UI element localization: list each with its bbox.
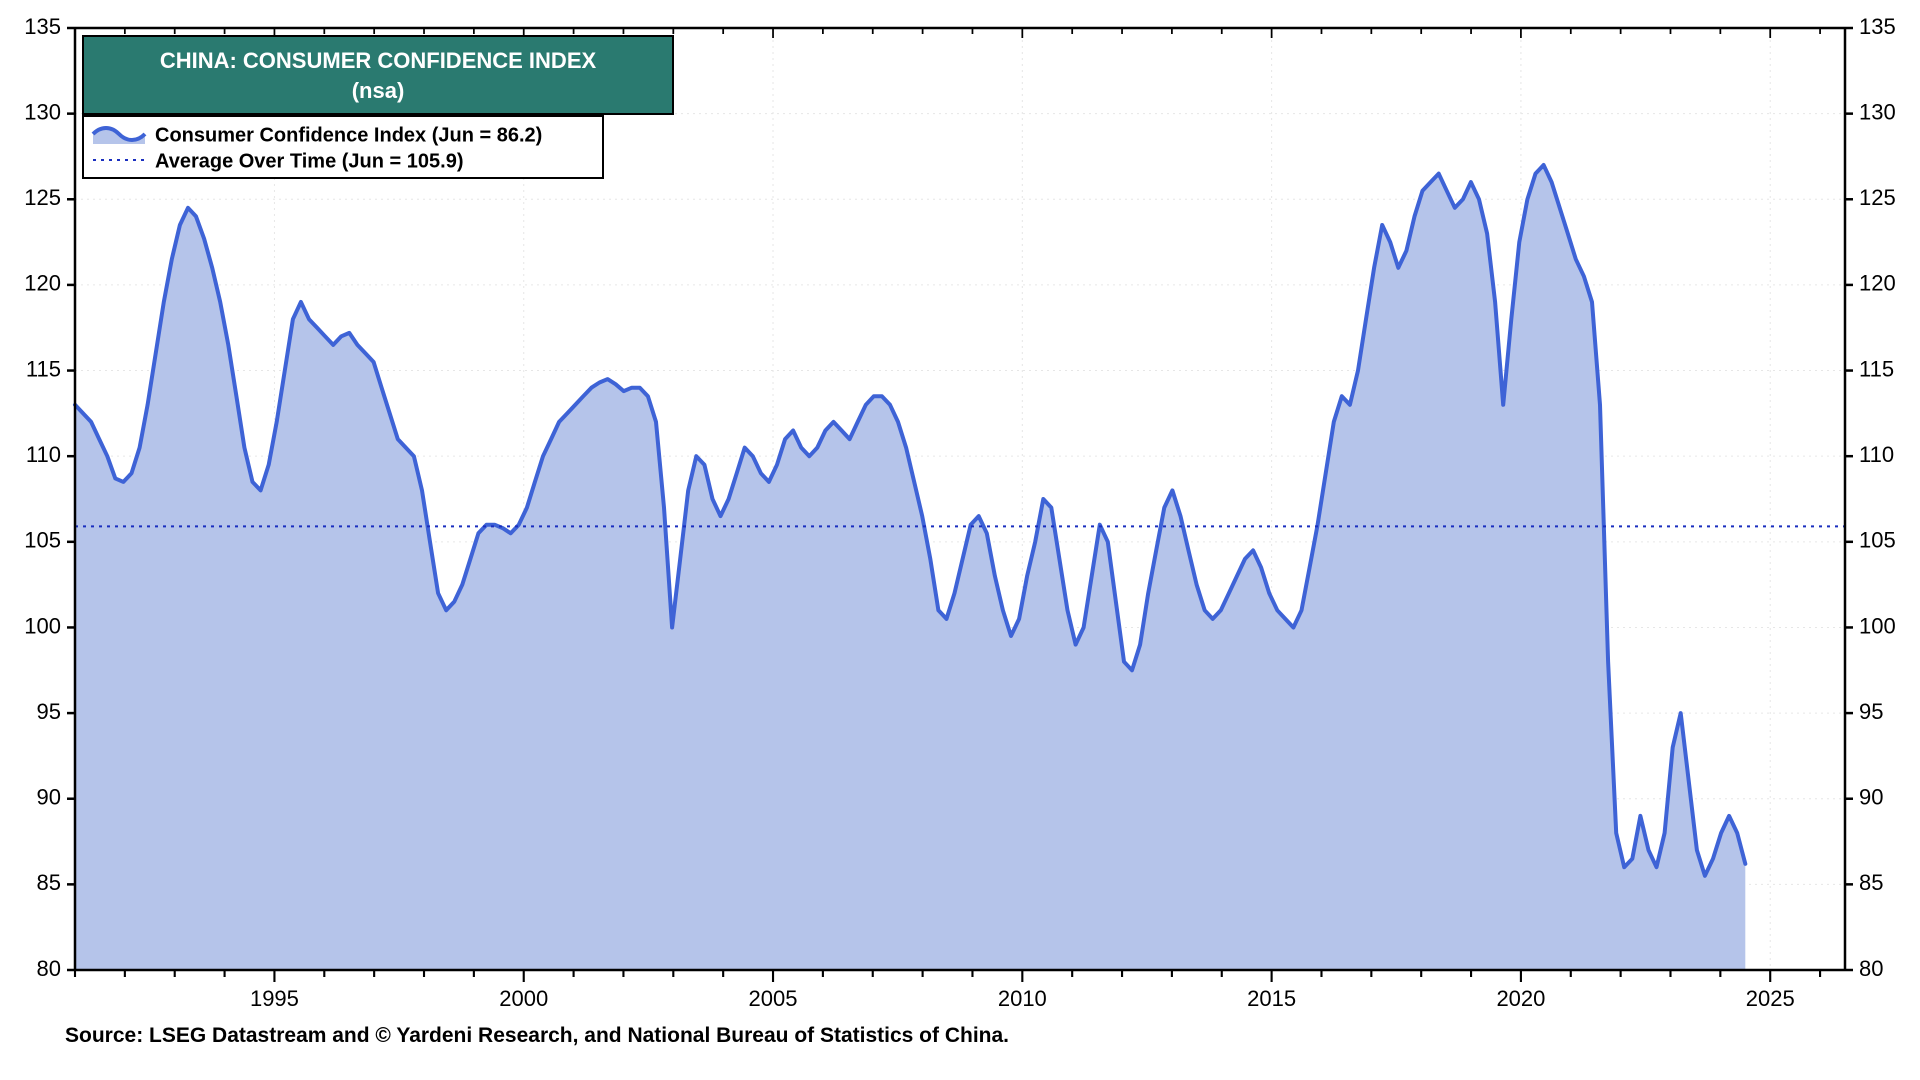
chart-title-line1: CHINA: CONSUMER CONFIDENCE INDEX: [160, 48, 597, 73]
y-axis-tick-label-left: 100: [24, 613, 61, 638]
y-axis-tick-label-left: 125: [24, 185, 61, 210]
y-axis-tick-label-left: 95: [37, 699, 61, 724]
y-axis-tick-label-right: 85: [1859, 870, 1883, 895]
legend-label-1: Consumer Confidence Index (Jun = 86.2): [155, 124, 542, 146]
x-axis-tick-label: 1995: [250, 986, 299, 1011]
y-axis-tick-label-left: 85: [37, 870, 61, 895]
y-axis-tick-label-right: 100: [1859, 613, 1896, 638]
x-axis-tick-label: 2025: [1746, 986, 1795, 1011]
y-axis-tick-label-left: 105: [24, 528, 61, 553]
y-axis-tick-label-left: 110: [26, 442, 61, 467]
y-axis-tick-label-left: 80: [37, 956, 61, 981]
y-axis-tick-label-left: 135: [24, 14, 61, 39]
x-axis-tick-label: 2020: [1496, 986, 1545, 1011]
y-axis-tick-label-right: 130: [1859, 99, 1896, 124]
x-axis-tick-label: 2015: [1247, 986, 1296, 1011]
source-caption: Source: LSEG Datastream and © Yardeni Re…: [65, 1024, 1009, 1047]
x-axis-tick-label: 2010: [998, 986, 1047, 1011]
y-axis-tick-label-right: 135: [1859, 14, 1896, 39]
x-axis-tick-label: 2000: [499, 986, 548, 1011]
chart-container: 80 80 85 85 90 90 95 95 100 100 105 105 110 110 115 115…: [0, 0, 1920, 1080]
y-axis-tick-label-right: 95: [1859, 699, 1883, 724]
x-axis-tick-label: 2005: [749, 986, 798, 1011]
y-axis-tick-label-left: 115: [26, 356, 61, 381]
y-axis-tick-label-left: 90: [37, 785, 61, 810]
legend-label-2: Average Over Time (Jun = 105.9): [155, 150, 464, 172]
chart-svg: 80 80 85 85 90 90 95 95 100 100 105 105 110 110 115 115…: [0, 0, 1920, 1080]
y-axis-tick-label-right: 120: [1859, 271, 1896, 296]
y-axis-tick-label-right: 115: [1859, 356, 1894, 381]
y-axis-tick-label-right: 80: [1859, 956, 1883, 981]
chart-title-line2: (nsa): [352, 78, 405, 103]
y-axis-tick-label-left: 120: [24, 271, 61, 296]
y-axis-tick-label-right: 110: [1859, 442, 1894, 467]
y-axis-tick-label-right: 105: [1859, 528, 1896, 553]
y-axis-tick-label-right: 90: [1859, 785, 1883, 810]
y-axis-tick-label-left: 130: [24, 99, 61, 124]
y-axis-tick-label-right: 125: [1859, 185, 1896, 210]
